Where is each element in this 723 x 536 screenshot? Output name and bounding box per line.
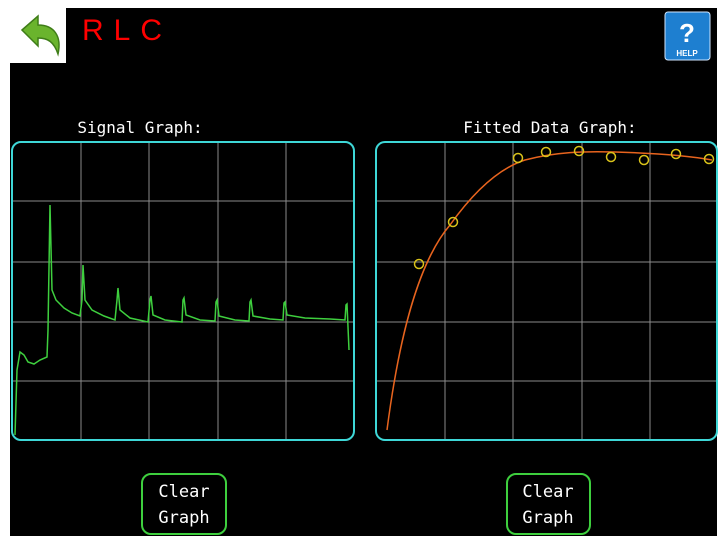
back-button[interactable] [10,8,66,63]
help-icon-label: HELP [676,49,698,58]
data-point [638,154,650,166]
data-point [413,258,425,270]
back-arrow [20,14,60,57]
grid [12,142,354,440]
button-frame [141,473,227,535]
help-button[interactable]: ? HELP [664,11,711,61]
background [10,8,717,536]
data-point [447,216,459,228]
signal-graph [11,141,355,441]
clear-button[interactable]: Clear Graph [506,473,591,535]
data-point [703,153,715,165]
data-point [512,152,524,164]
help-icon-bg [664,11,711,61]
fitted-graph [375,141,718,441]
app-title: RLC [82,14,172,47]
panel-label: Signal Graph: [77,118,202,137]
button-label: Graph [522,508,573,528]
data-point [573,145,585,157]
panel-label: Fitted Data Graph: [463,118,636,137]
panel-frame [11,141,355,441]
help-icon-glyph: ? [679,18,695,48]
data-point [670,148,682,160]
button-label: Graph [158,508,209,528]
data-points [413,145,715,270]
button-label: Clear [522,482,573,502]
grid [376,142,718,440]
fit-curve [386,150,713,431]
panel-frame [375,141,718,441]
signal-trace [14,204,350,436]
clear-button[interactable]: Clear Graph [141,473,227,535]
data-point [605,151,617,163]
button-label: Clear [158,482,209,502]
button-frame [506,473,591,535]
data-point [540,146,552,158]
